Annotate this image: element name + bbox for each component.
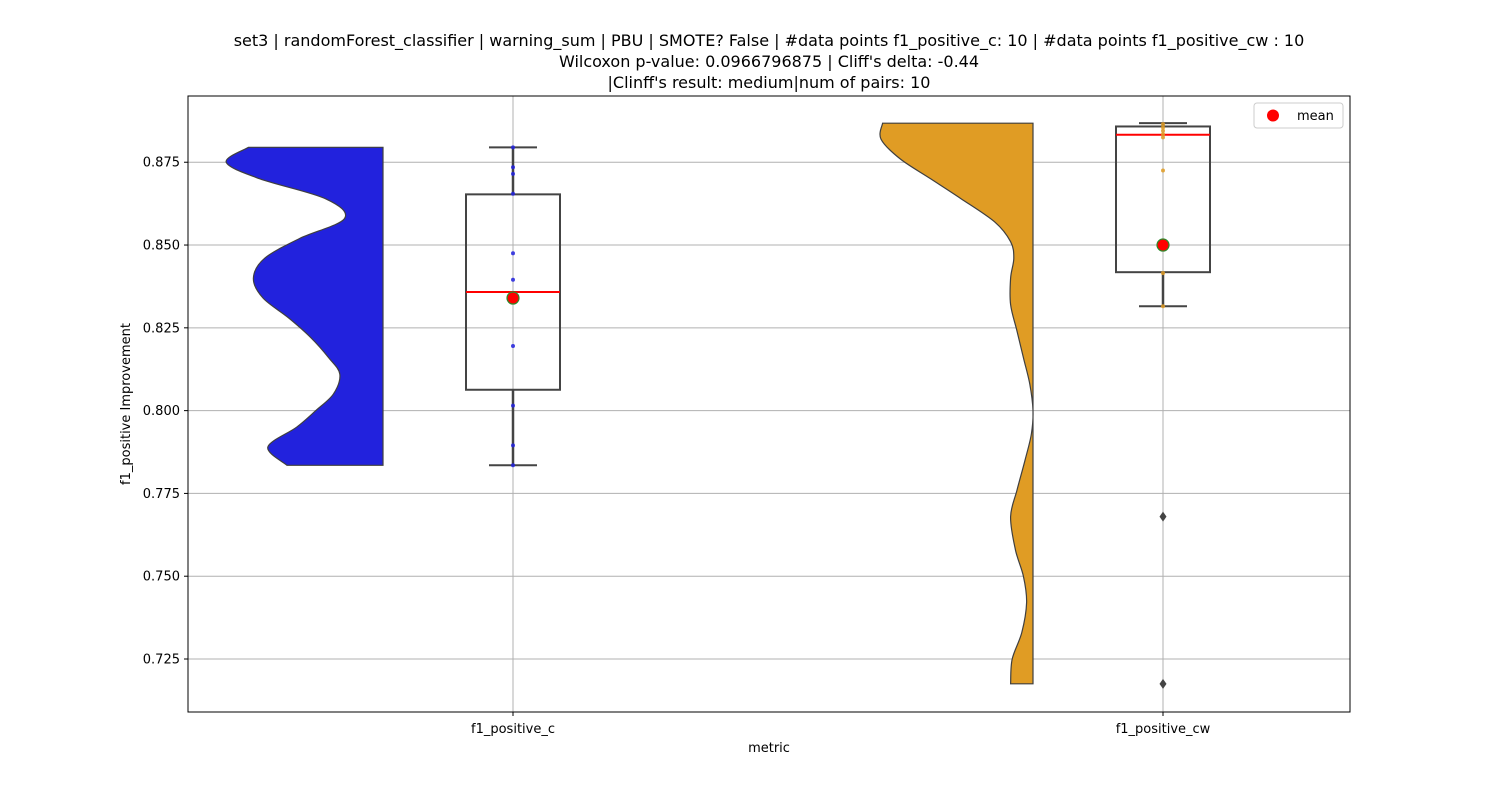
violin-f1_positive_c (225, 146, 384, 466)
y-axis-label: f1_positive Improvement (119, 323, 134, 485)
y-tick-label: 0.725 (143, 653, 180, 668)
data-point (511, 171, 515, 176)
y-axis-ticks: 0.725 0.750 0.775 0.800 0.825 0.850 0.875 (143, 156, 188, 668)
y-tick-label: 0.775 (143, 487, 180, 502)
outlier-marker (1159, 678, 1167, 689)
x-tick-label: f1_positive_cw (1116, 722, 1211, 737)
data-point (1161, 271, 1165, 276)
data-point (511, 191, 515, 196)
data-point (511, 165, 515, 170)
title-line-1: set3 | randomForest_classifier | warning… (234, 31, 1305, 51)
data-point (511, 277, 515, 282)
legend-mean-label: mean (1297, 109, 1334, 124)
data-point (511, 251, 515, 256)
x-axis-label: metric (748, 741, 790, 756)
data-point (1161, 135, 1165, 140)
boxplots (465, 122, 1211, 467)
title-line-3: |Clinff's result: medium|num of pairs: 1… (608, 73, 931, 92)
x-tick-label: f1_positive_c (471, 722, 555, 737)
mean-marker (1156, 238, 1170, 252)
y-tick-label: 0.800 (143, 404, 180, 419)
data-point (1161, 132, 1165, 137)
y-tick-label: 0.875 (143, 156, 180, 171)
legend-box (1253, 102, 1344, 129)
y-tick-label: 0.850 (143, 239, 180, 254)
violin-f1_positive_cw (879, 122, 1034, 685)
y-tick-label: 0.825 (143, 321, 180, 336)
data-point (1161, 168, 1165, 173)
data-point (511, 145, 515, 150)
data-points (506, 122, 1170, 689)
outlier-marker (1159, 511, 1167, 522)
chart-title: set3 | randomForest_classifier | warning… (234, 31, 1305, 92)
data-point (511, 443, 515, 448)
mean-marker (506, 291, 520, 305)
y-tick-label: 0.750 (143, 570, 180, 585)
title-line-2: Wilcoxon p-value: 0.0966796875 | Cliff's… (559, 52, 979, 71)
data-point (1161, 122, 1165, 127)
legend-mean-marker (1267, 109, 1279, 122)
plot-frame (187, 95, 1351, 713)
data-point (511, 344, 515, 349)
x-axis-ticks: f1_positive_c f1_positive_cw (471, 712, 1211, 737)
data-point (1161, 304, 1165, 309)
data-point (1161, 128, 1165, 133)
data-point (1161, 125, 1165, 130)
data-point (511, 463, 515, 468)
violins (225, 122, 1034, 685)
data-point (511, 403, 515, 408)
legend: mean (1253, 102, 1344, 129)
